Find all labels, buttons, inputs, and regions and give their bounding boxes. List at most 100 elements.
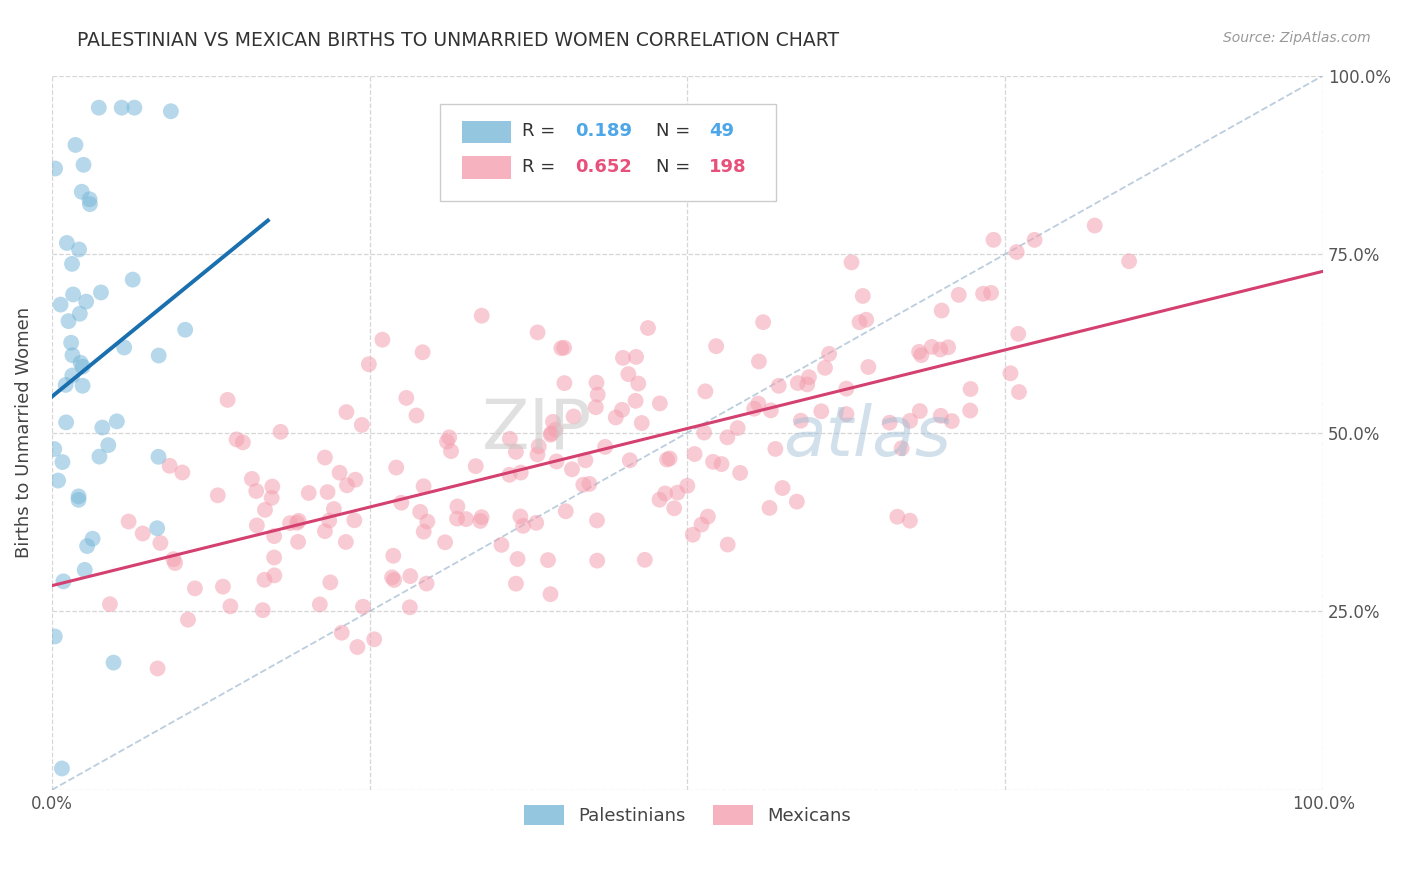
Point [73,563,96,577]
Point [763,442,786,456]
Point [605,410,627,425]
Point [172,466,194,480]
Point [177,613,200,627]
Point [790,414,813,428]
Point [44,630,66,644]
Point [44,161,66,176]
Point [693,425,716,440]
Point [160,104,183,119]
Point [759,403,782,417]
Point [146,521,169,535]
Point [797,370,820,384]
Point [434,535,457,549]
Point [55,378,77,392]
Point [858,359,880,374]
Point [562,409,585,424]
Point [382,573,405,587]
Point [329,466,352,480]
Point [695,384,717,399]
Point [454,512,477,526]
Point [105,414,128,428]
Point [561,462,583,476]
Point [585,401,607,415]
Text: Source: ZipAtlas.com: Source: ZipAtlas.com [1223,31,1371,45]
Point [627,376,650,391]
Point [436,434,458,449]
Point [742,401,765,416]
Point [630,416,652,430]
Point [62,348,84,362]
Point [55,415,77,429]
Point [526,448,548,462]
Point [664,501,686,516]
Point [98,597,121,611]
Point [931,303,953,318]
Point [586,554,609,568]
Point [710,457,733,471]
Point [389,496,412,510]
Point [716,430,738,444]
Point [382,549,405,563]
Point [810,404,832,418]
Point [174,323,197,337]
Point [972,286,994,301]
Point [818,347,841,361]
Text: 198: 198 [709,158,747,176]
Point [263,550,285,565]
Point [165,556,187,570]
Point [572,477,595,491]
Point [416,515,439,529]
Point [1024,233,1046,247]
Point [624,350,647,364]
Point [97,438,120,452]
Point [841,255,863,269]
Point [398,600,420,615]
Point [578,476,600,491]
Point [768,379,790,393]
Point [287,514,309,528]
Point [440,444,463,458]
Point [439,430,461,444]
Point [357,357,380,371]
Point [908,404,931,418]
Point [505,576,527,591]
Point [51,455,73,469]
Point [704,339,727,353]
Point [82,532,104,546]
Point [506,552,529,566]
Point [512,518,534,533]
Point [412,524,434,539]
Point [983,233,1005,247]
FancyBboxPatch shape [440,104,776,201]
Point [245,483,267,498]
Point [470,514,492,528]
Point [381,570,404,584]
Point [554,504,576,518]
Point [814,360,837,375]
Point [405,409,427,423]
Point [690,517,713,532]
Point [658,451,681,466]
Point [287,534,309,549]
Point [253,573,276,587]
Point [252,603,274,617]
Point [541,415,564,429]
Point [412,479,434,493]
Point [586,387,609,401]
Point [409,505,432,519]
Point [232,435,254,450]
Point [526,326,548,340]
Point [540,426,562,441]
Point [60,368,83,383]
Point [87,101,110,115]
Point [898,514,921,528]
Point [929,409,952,423]
Point [612,351,634,365]
Point [748,354,770,368]
Point [491,538,513,552]
Point [363,632,385,647]
Point [682,527,704,541]
Point [446,511,468,525]
Point [855,312,877,326]
Point [67,243,90,257]
